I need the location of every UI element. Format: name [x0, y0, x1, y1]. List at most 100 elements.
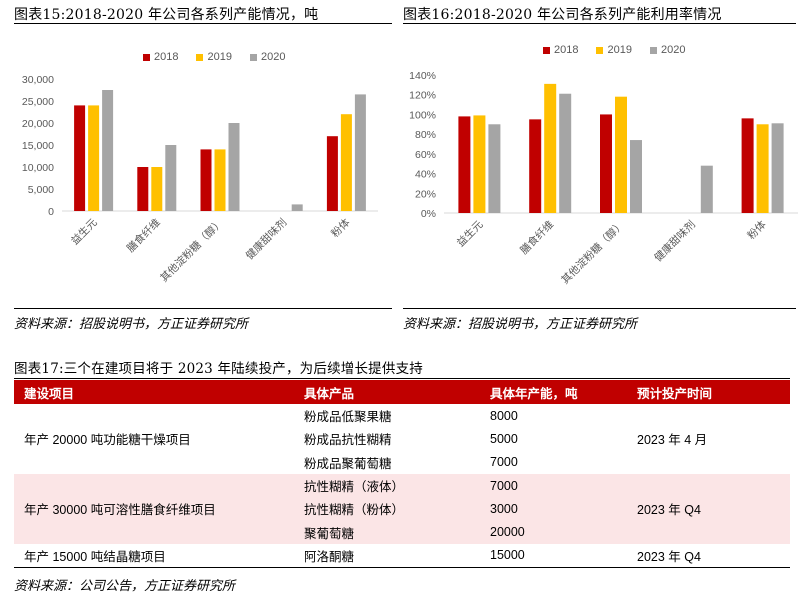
bar-2019	[151, 167, 163, 211]
x-category-label: 粉体	[745, 218, 769, 242]
bar-2018	[741, 118, 754, 213]
cell-time	[627, 404, 790, 427]
bar-2020	[700, 165, 713, 213]
bar-2020	[354, 94, 366, 211]
x-category-label: 其他淀粉糖（醇）	[158, 216, 227, 285]
bar-2020	[559, 93, 572, 213]
bar-2019	[756, 124, 769, 213]
y-tick-label: 100%	[409, 109, 436, 121]
legend-swatch-icon	[543, 46, 550, 54]
y-tick-label: 20%	[415, 188, 436, 200]
bar-2020	[165, 145, 177, 211]
figure-17-title-rule	[14, 378, 790, 379]
legend-swatch-icon	[196, 53, 204, 61]
cell-capacity: 20000	[480, 520, 627, 544]
x-category-label: 膳食纤维	[517, 218, 556, 257]
bar-2020	[291, 204, 303, 211]
cell-product: 粉成品聚葡萄糖	[304, 456, 392, 471]
bar-2019	[615, 96, 627, 213]
cell-time: 2023 年 Q4	[627, 497, 790, 521]
y-tick-label: 140%	[409, 70, 436, 82]
figure-16-title-rule	[403, 23, 796, 24]
cell-capacity: 15000	[480, 543, 627, 568]
table-row: 聚葡萄糖 20000	[14, 520, 790, 544]
cell-project: 年产 30000 吨可溶性膳食纤维项目	[14, 497, 294, 521]
legend-item-2018: 2018	[543, 44, 578, 56]
bar-2019	[88, 105, 100, 211]
bar-2019	[340, 114, 352, 211]
bar-2018	[137, 167, 149, 211]
cell-project: 年产 20000 吨功能糖干燥项目	[24, 433, 191, 448]
cell-time	[627, 473, 790, 498]
x-category-label: 健康甜味剂	[243, 216, 289, 262]
figure-15-source-rule	[14, 308, 392, 309]
cell-capacity: 3000	[480, 497, 627, 521]
bar-2018	[74, 105, 86, 211]
table-row: 年产 30000 吨可溶性膳食纤维项目 抗性糊精（粉体） 3000 2023 年 Q4	[14, 497, 790, 521]
cell-project	[14, 520, 294, 544]
cell-project	[14, 404, 294, 427]
figure-15-title: 图表15:2018-2020 年公司各系列产能情况，吨	[14, 7, 319, 23]
legend-swatch-icon	[649, 46, 657, 54]
cell-capacity: 5000	[490, 431, 518, 446]
table-row: 年产 20000 吨功能糖干燥项目 粉成品抗性糊精 5000 2023 年 4 月	[14, 427, 790, 450]
legend-item-2019: 2019	[596, 44, 632, 56]
x-category-label: 益生元	[68, 216, 100, 248]
figure-17-title: 图表17:三个在建项目将于 2023 年陆续投产，为后续增长提供支持	[14, 361, 423, 377]
table-row: 粉成品聚葡萄糖 7000	[14, 451, 790, 474]
bar-2019	[214, 149, 226, 211]
cell-product: 聚葡萄糖	[294, 520, 480, 544]
bar-2018	[200, 149, 212, 211]
x-category-label: 其他淀粉糖（醇）	[559, 218, 628, 287]
bar-2020	[102, 90, 114, 211]
capacity-bar-chart: 0 5,000 10,000 15,000 20,000 25,000 30,000 益生元膳…	[0, 60, 400, 300]
y-tick-label: 60%	[415, 149, 436, 161]
bar-2020	[488, 124, 501, 213]
header-capacity: 具体年产能，吨	[480, 380, 627, 404]
header-project: 建设项目	[14, 380, 294, 404]
y-tick-label: 80%	[415, 129, 436, 141]
cell-time	[627, 520, 790, 544]
figure-16-source: 资料来源：招股说明书，方正证券研究所	[403, 317, 638, 332]
x-category-label: 粉体	[328, 216, 352, 240]
table-row: 年产 15000 吨结晶糖项目 阿洛酮糖 15000 2023 年 Q4	[14, 543, 790, 568]
cell-product: 抗性糊精（液体）	[294, 473, 480, 498]
y-tick-label: 5,000	[28, 184, 54, 196]
table-header-row: 建设项目 具体产品 具体年产能，吨 预计投产时间	[14, 380, 790, 404]
bar-2018	[600, 114, 612, 213]
bar-2018	[529, 119, 542, 213]
x-category-label: 膳食纤维	[124, 216, 163, 255]
cell-time: 2023 年 Q4	[627, 543, 790, 568]
cell-capacity: 7000	[490, 455, 518, 470]
y-tick-label: 30,000	[22, 74, 54, 86]
legend-swatch-icon	[249, 53, 257, 61]
cell-product: 抗性糊精（粉体）	[294, 497, 480, 521]
legend-item-2019: 2019	[196, 51, 232, 63]
cell-time: 2023 年 4 月	[637, 433, 708, 448]
bar-2018	[458, 116, 471, 213]
cell-product: 粉成品低聚果糖	[304, 410, 392, 425]
y-tick-label: 20,000	[22, 118, 54, 130]
cell-capacity: 7000	[480, 473, 627, 498]
figure-15-title-rule	[14, 23, 392, 24]
y-tick-label: 0%	[421, 208, 436, 220]
figure-16-legend: 2018 2019 2020	[543, 44, 685, 56]
cell-capacity: 8000	[490, 408, 518, 423]
legend-swatch-icon	[596, 46, 604, 54]
cell-project: 年产 15000 吨结晶糖项目	[14, 543, 294, 568]
figure-15-source: 资料来源：招股说明书，方正证券研究所	[14, 317, 249, 332]
y-tick-label: 0	[48, 206, 54, 218]
figure-16-source-rule	[403, 308, 796, 309]
bar-2020	[228, 123, 240, 211]
bar-2019	[544, 83, 557, 213]
table-row: 抗性糊精（液体） 7000	[14, 473, 790, 498]
cell-product: 粉成品抗性糊精	[304, 433, 392, 448]
bar-2018	[326, 136, 338, 211]
legend-item-2020: 2020	[649, 44, 685, 56]
cell-project	[14, 473, 294, 498]
projects-table: 建设项目 具体产品 具体年产能，吨 预计投产时间 粉成品低聚果糖 8000 年产 2…	[14, 380, 790, 568]
cell-product: 阿洛酮糖	[294, 543, 480, 568]
legend-item-2018: 2018	[143, 51, 178, 63]
y-tick-label: 40%	[415, 169, 436, 181]
projects-table-body: 粉成品低聚果糖 8000 年产 20000 吨功能糖干燥项目 粉成品抗性糊精 5000 2…	[14, 404, 790, 568]
